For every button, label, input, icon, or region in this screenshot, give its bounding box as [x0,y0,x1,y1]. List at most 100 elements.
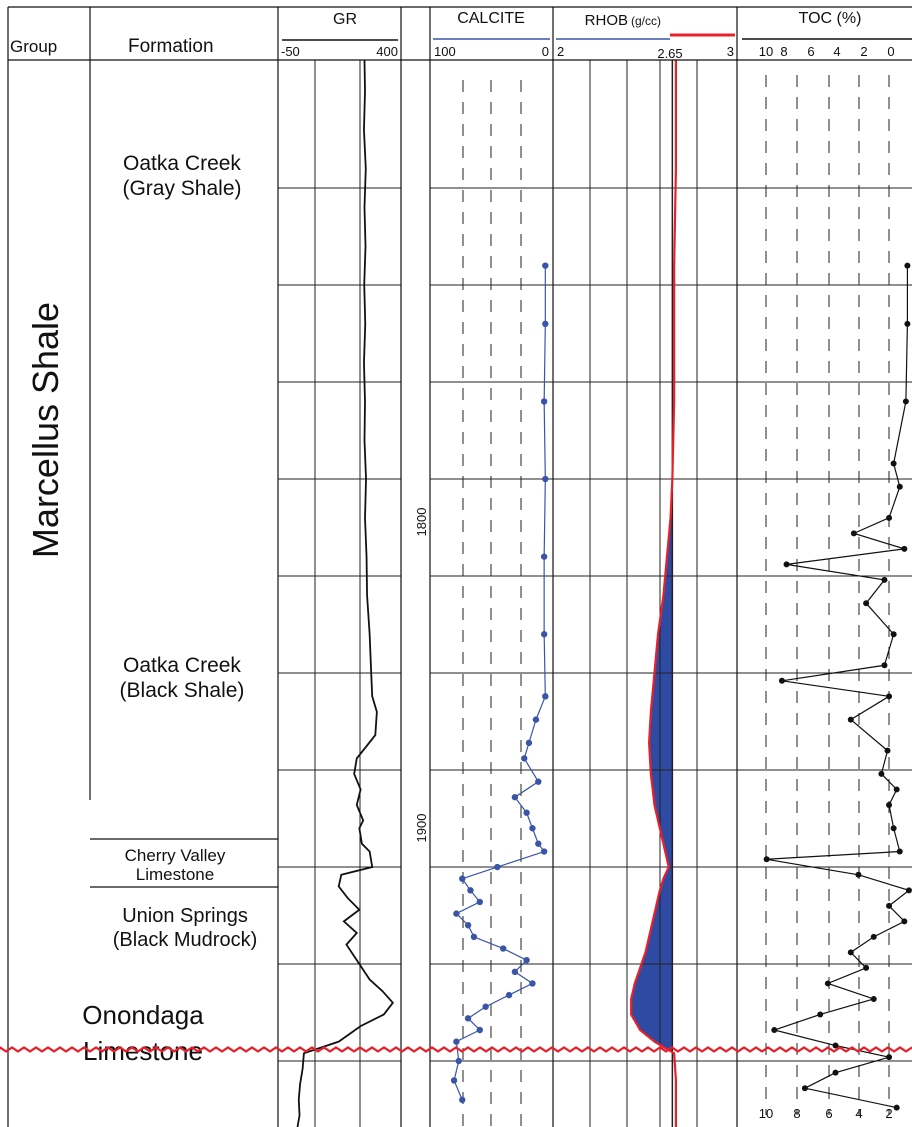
toc-scale-ticks: 10 8 6 4 2 0 [759,44,895,59]
toc-scale-tick: 8 [780,44,787,59]
gr-curve [296,59,395,1127]
toc-point [847,949,854,956]
toc-footer-tick: 8 [793,1106,800,1121]
toc-point [863,600,870,607]
depth-label-1900: 1900 [414,814,429,843]
calcite-point [453,1038,460,1045]
calcite-point [529,825,536,832]
toc-point [783,561,790,568]
toc-point [884,747,891,754]
formation-header: Formation [128,36,214,57]
toc-point [855,871,862,878]
toc-point [881,662,888,669]
calcite-point [494,863,501,871]
calcite-scale-right: 0 [542,44,549,59]
toc-scale-tick: 4 [833,44,840,59]
calcite-point [511,968,519,975]
formation-union-springs-line2: (Black Mudrock) [113,929,257,951]
toc-point [886,693,893,700]
toc-point [886,1054,893,1061]
group-header: Group [10,37,57,56]
gr-track-title: GR [333,11,357,28]
gr-scale-left: -50 [281,44,300,59]
toc-point [832,1069,839,1076]
table-frame [7,6,912,1127]
toc-point [863,964,870,971]
toc-point [893,1104,900,1111]
toc-point [905,887,912,894]
calcite-point [532,716,540,723]
gr-scale-right: 400 [376,44,398,59]
toc-point [886,514,893,521]
rhob-fill-layer [631,60,673,1127]
toc-scale-tick: 0 [887,44,894,59]
toc-point [850,530,857,537]
calcite-point [459,1096,466,1104]
curves-layer [296,59,911,1127]
calcite-point [540,631,548,638]
formation-oatka-black-line1: Oatka Creek [123,654,241,677]
log-grid [278,60,912,1127]
toc-footer-tick: 10 [759,1106,773,1121]
toc-point [832,1042,839,1049]
toc-point [870,933,877,940]
rhob-track-title: RHOB [585,12,628,29]
toc-point [904,320,911,327]
toc-footer-ticks: 10 8 6 4 2 [759,1106,893,1121]
toc-point [817,1011,824,1018]
toc-point [893,786,900,793]
toc-point [771,1027,778,1033]
depth-label-1800: 1800 [414,508,429,537]
calcite-point [500,945,507,952]
calcite-point [523,809,530,816]
calcite-point [540,398,548,405]
calcite-point [535,840,542,847]
calcite-point [542,475,549,483]
toc-point [902,398,909,405]
calcite-point [455,1057,462,1065]
calcite-point [535,778,542,785]
calcite-point [529,980,536,987]
toc-point [904,262,911,269]
calcite-point [453,910,460,917]
formation-oatka-gray-line1: Oatka Creek [123,152,241,175]
calcite-point [476,1026,483,1034]
rhob-scale-right: 3 [727,44,734,59]
rhob-scale-mid: 2.65 [657,46,682,61]
formation-cherry-valley-line1: Cherry Valley [125,846,226,865]
calcite-point [523,956,530,964]
calcite-point [511,794,519,801]
toc-point [886,801,893,808]
rhob-shaded-area [631,60,673,1127]
toc-point [896,483,903,490]
toc-point [886,902,893,909]
calcite-point [467,887,474,894]
toc-point [890,631,897,638]
rhob-curve [630,60,678,1127]
toc-point [778,677,785,684]
toc-scale-tick: 6 [807,44,814,59]
toc-point [901,918,908,925]
calcite-track-title: CALCITE [457,10,525,27]
calcite-point [540,848,548,855]
calcite-point [450,1077,458,1084]
calcite-point [505,991,513,999]
toc-point [890,460,897,467]
calcite-curve [453,265,546,1101]
toc-point [763,856,770,863]
formation-cherry-valley-line2: Limestone [136,865,214,884]
calcite-point [542,262,549,269]
toc-curve [766,265,911,1109]
calcite-point [470,933,478,941]
calcite-point [476,898,483,906]
formation-union-springs-line1: Union Springs [122,905,248,927]
toc-point [847,716,854,723]
rhob-unit: (g/cc) [631,14,661,28]
toc-point [801,1085,808,1092]
toc-point [878,770,885,777]
toc-scale-tick: 10 [759,44,773,59]
calcite-scale-left: 100 [434,44,456,59]
toc-point [870,995,877,1002]
calcite-point [542,320,549,328]
